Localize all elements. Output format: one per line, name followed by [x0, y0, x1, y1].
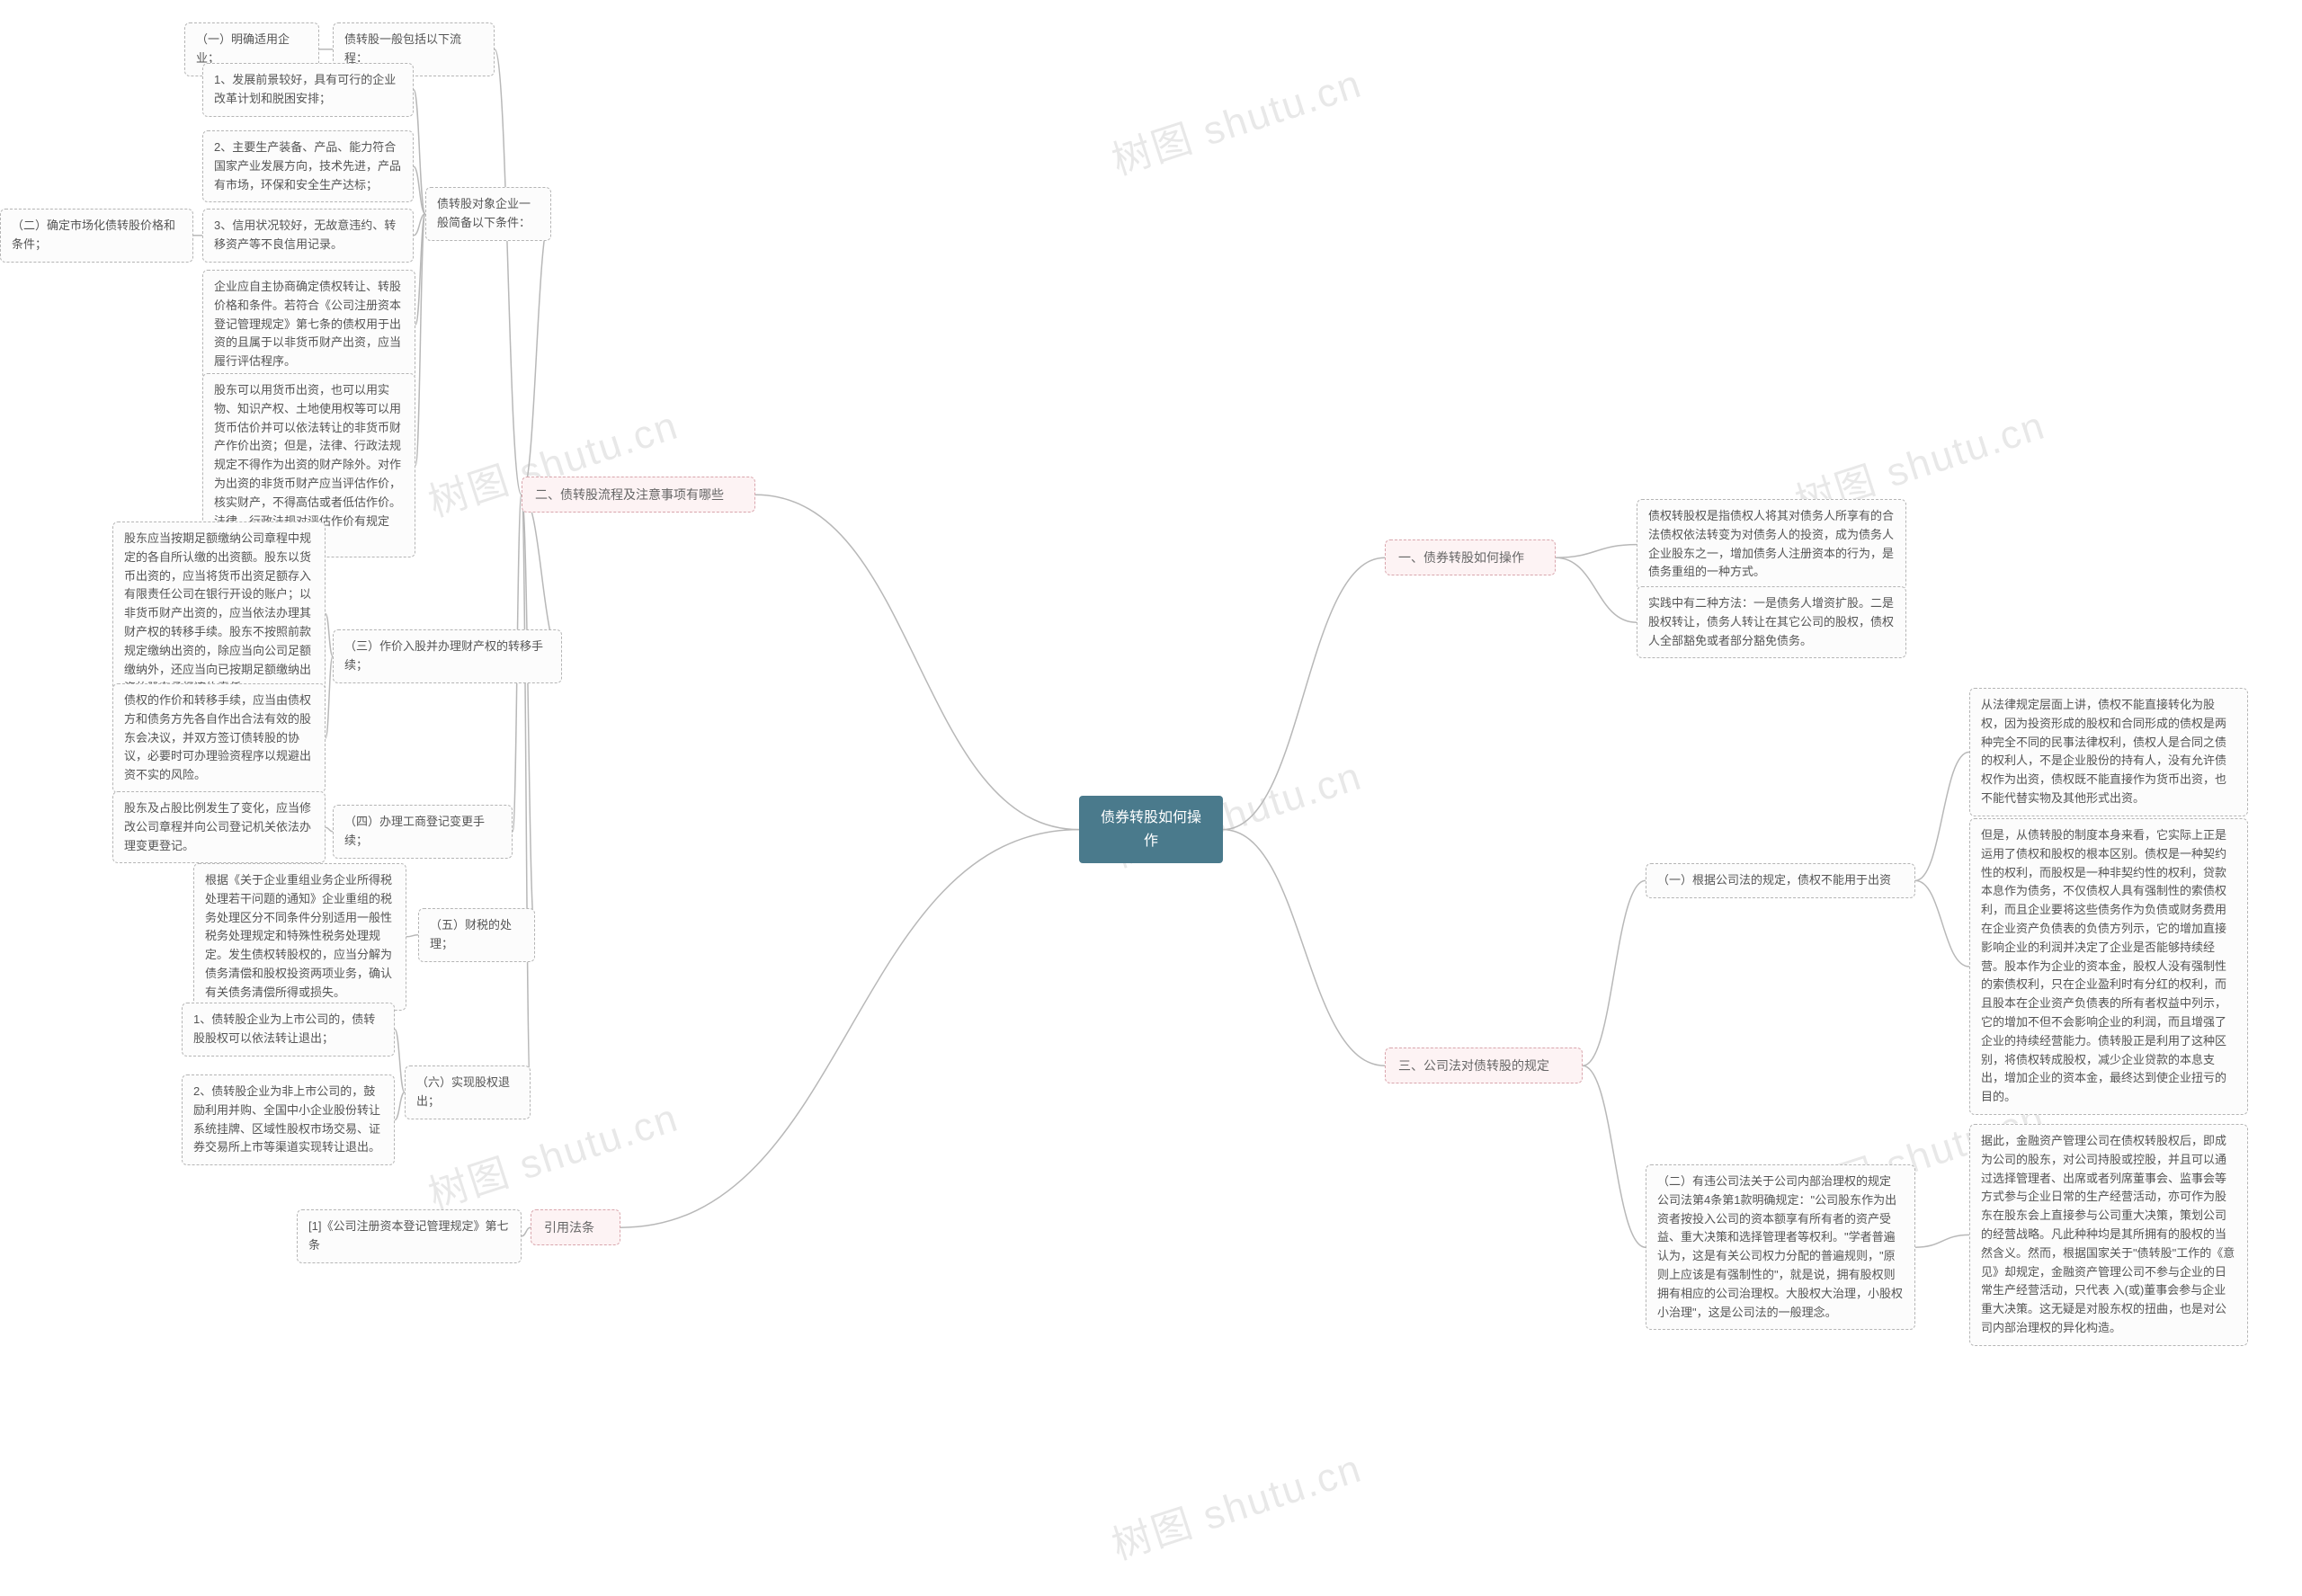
b2-cond-3: 3、信用状况较好，无故意违约、转移资产等不良信用记录。: [202, 209, 414, 263]
b2-cond-1: 1、发展前景较好，具有可行的企业改革计划和脱困安排；: [202, 63, 414, 117]
b2-step2-a: 企业应自主协商确定债权转让、转股价格和条件。若符合《公司注册资本登记管理规定》第…: [202, 270, 415, 379]
root-node: 债券转股如何操作: [1079, 796, 1223, 863]
branch-3-child-0-0: 从法律规定层面上讲，债权不能直接转化为股权，因为投资形成的股权和合同形成的债权是…: [1969, 688, 2248, 816]
branch-1-child-0: 债权转股权是指债权人将其对债务人所享有的合法债权依法转变为对债务人的投资，成为债…: [1637, 499, 1906, 590]
b2-cond-2: 2、主要生产装备、产品、能力符合国家产业发展方向，技术先进，产品有市场，环保和安…: [202, 130, 414, 202]
branch-ref: 引用法条: [531, 1209, 620, 1245]
branch-3-child-0-1: 但是，从债转股的制度本身来看，它实际上正是运用了债权和股权的根本区别。债权是一种…: [1969, 818, 2248, 1115]
b2-step3-a: 股东应当按期足额缴纳公司章程中规定的各自所认缴的出资额。股东以货币出资的，应当将…: [112, 522, 326, 706]
branch-3: 三、公司法对债转股的规定: [1385, 1048, 1583, 1083]
b2-step4-a: 股东及占股比例发生了变化，应当修改公司章程并向公司登记机关依法办理变更登记。: [112, 791, 326, 863]
b2-step5: （五）财税的处理；: [418, 908, 535, 962]
branch-3-child-0: （一）根据公司法的规定，债权不能用于出资: [1646, 863, 1915, 898]
branch-3-child-1: （二）有违公司法关于公司内部治理权的规定 公司法第4条第1款明确规定："公司股东…: [1646, 1164, 1915, 1330]
b2-step6: （六）实现股权退出；: [405, 1065, 531, 1119]
branch-1: 一、债券转股如何操作: [1385, 539, 1556, 575]
b2-step2: （二）确定市场化债转股价格和条件；: [0, 209, 193, 263]
b2-step3-b: 债权的作价和转移手续，应当由债权方和债务方先各自作出合法有效的股东会决议，并双方…: [112, 683, 326, 793]
b2-step5-a: 根据《关于企业重组业务企业所得税处理若干问题的通知》企业重组的税务处理区分不同条…: [193, 863, 406, 1011]
branch-3-child-1-0: 据此，金融资产管理公司在债权转股权后，即成为公司的股东，对公司持股或控股，并且可…: [1969, 1124, 2248, 1346]
b2-cond: 债转股对象企业一般简备以下条件：: [425, 187, 551, 241]
branch-2: 二、债转股流程及注意事项有哪些: [522, 477, 755, 513]
b2-step6-b: 2、债转股企业为非上市公司的，鼓励利用并购、全国中小企业股份转让系统挂牌、区域性…: [182, 1074, 395, 1165]
branch-ref-0: [1]《公司注册资本登记管理规定》第七条: [297, 1209, 522, 1263]
branch-1-child-1: 实践中有二种方法：一是债务人增资扩股。二是股权转让，债务人转让在其它公司的股权，…: [1637, 586, 1906, 658]
b2-step4: （四）办理工商登记变更手续；: [333, 805, 513, 859]
b2-step3: （三）作价入股并办理财产权的转移手续；: [333, 629, 562, 683]
b2-step6-a: 1、债转股企业为上市公司的，债转股股权可以依法转让退出；: [182, 1003, 395, 1057]
